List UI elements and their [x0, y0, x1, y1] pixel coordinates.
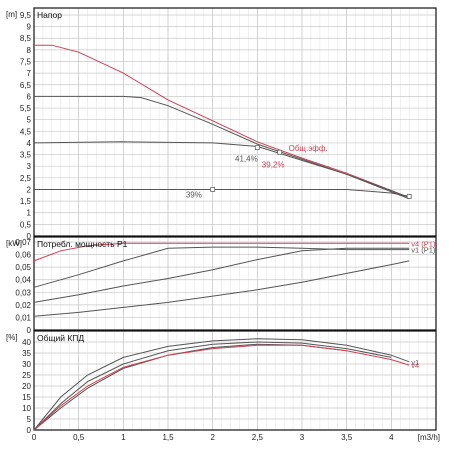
series-line-4 [33, 260, 410, 317]
series-line-2 [33, 341, 392, 431]
y-unit-label: [%] [6, 333, 18, 342]
y-tick-label: 5 [27, 116, 32, 125]
y-tick-label: 7,5 [20, 58, 32, 67]
panel-frame [33, 330, 437, 431]
panel-background [34, 8, 436, 236]
x-tick-label: 0,5 [73, 433, 85, 442]
panel-1: 0 0,5 1 1,5 2 2,5 3 3,5 4 4,5 5 5,5 6 6,5 7 7,5 8 8,5 9 9,5… [6, 7, 437, 241]
y-unit-label: [m] [6, 10, 17, 19]
marker-point [210, 187, 216, 192]
series-line-4 [33, 344, 410, 431]
x-tick-label: 2 [210, 433, 215, 442]
series-line-4 [34, 189, 410, 197]
panel-background [34, 237, 436, 330]
panel-title: Общий КПД [37, 333, 84, 343]
y-tick-label: 0,04 [15, 276, 31, 285]
series-label: v1 [411, 358, 419, 367]
panel-2: 0 0,01 0,02 0,03 0,04 0,05 0,06 0,07[kW] v4 (P1)… [6, 236, 437, 335]
panel-frame [33, 7, 437, 237]
x-tick-label: 1 [121, 433, 126, 442]
y-tick-label: 25 [22, 371, 31, 380]
x-tick-label: 0 [32, 433, 37, 442]
x-unit-label: [m3/h] [418, 433, 440, 442]
y-tick-label: 15 [22, 393, 31, 402]
panel-title: Потребл. мощность P1 [37, 239, 128, 249]
y-tick-label: 30 [22, 360, 31, 369]
y-tick-label: 0,06 [15, 251, 31, 260]
series-line-3 [33, 247, 410, 303]
y-tick-label: 1,5 [20, 197, 32, 206]
annotation-label: 39,2% [262, 160, 285, 169]
y-tick-label: 0,5 [20, 220, 32, 229]
y-tick-label: 0,03 [15, 288, 31, 297]
y-tick-label: 4,5 [20, 127, 32, 136]
series-label: v1 (P1) [411, 246, 436, 255]
y-tick-label: 6,5 [20, 81, 32, 90]
x-tick-label: 1,5 [162, 433, 174, 442]
annotation-label: Общ.эфф. [289, 144, 328, 153]
series-line-2 [34, 95, 410, 200]
y-tick-label: 0,02 [15, 301, 31, 310]
x-tick-label: 3,5 [341, 433, 353, 442]
y-tick-label: 7 [27, 69, 32, 78]
y-tick-label: 8 [27, 46, 32, 55]
y-tick-label: 0,05 [15, 263, 31, 272]
annotation-label: 39% [186, 191, 202, 200]
y-tick-label: 4 [27, 139, 32, 148]
y-tick-label: 20 [22, 382, 31, 391]
y-tick-label: 9 [27, 23, 32, 32]
series-label: v4 (P1) [411, 239, 436, 248]
x-tick-label: 3 [300, 433, 305, 442]
y-tick-label: 0,01 [15, 313, 31, 322]
y-tick-label: 2 [27, 185, 32, 194]
series-label: v4 [411, 361, 419, 370]
series-line-1 [33, 338, 410, 431]
marker-point [406, 194, 412, 199]
marker-point [277, 149, 283, 155]
x-tick-label: 2,5 [252, 433, 264, 442]
panel-frame [33, 236, 437, 331]
y-tick-label: 3 [27, 162, 32, 171]
x-tick-label: 4 [389, 433, 394, 442]
y-tick-label: 0 [27, 326, 32, 335]
y-tick-label: 35 [22, 349, 31, 358]
y-tick-label: 10 [22, 404, 31, 413]
y-unit-label: [kW] [6, 239, 22, 248]
annotation-label: 41,4% [235, 155, 258, 164]
y-tick-label: 9,5 [20, 11, 32, 20]
y-tick-label: 0,07 [15, 238, 31, 247]
y-tick-label: 40 [22, 338, 31, 347]
y-tick-label: 3,5 [20, 151, 32, 160]
y-tick-label: 0 [27, 426, 32, 435]
marker-point [254, 145, 260, 150]
y-tick-label: 8,5 [20, 34, 32, 43]
y-tick-label: 2,5 [20, 174, 32, 183]
y-tick-label: 5 [27, 415, 32, 424]
y-tick-label: 6 [27, 92, 32, 101]
y-tick-label: 0 [27, 232, 32, 241]
y-tick-label: 1 [27, 209, 32, 218]
series-line-2 [33, 246, 410, 288]
series-line-1 [33, 242, 410, 262]
y-tick-label: 5,5 [20, 104, 32, 113]
series-line-1 [34, 44, 410, 199]
panel-title: Напор [37, 10, 62, 20]
